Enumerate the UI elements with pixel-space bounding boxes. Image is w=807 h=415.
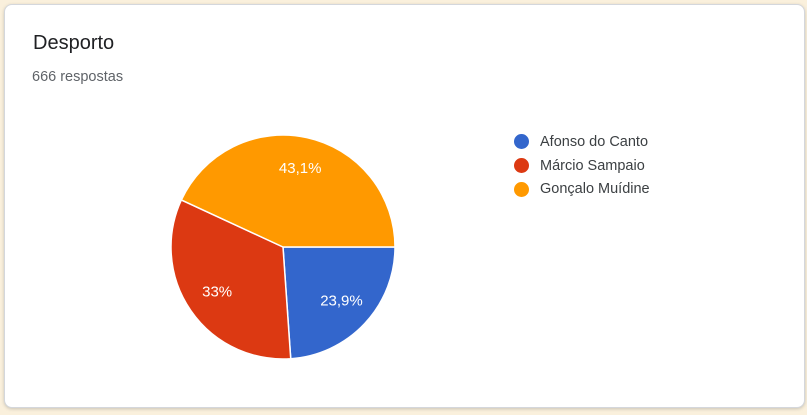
svg-text:23,9%: 23,9% (320, 293, 363, 310)
svg-text:43,1%: 43,1% (279, 160, 322, 177)
svg-text:33%: 33% (202, 283, 232, 300)
